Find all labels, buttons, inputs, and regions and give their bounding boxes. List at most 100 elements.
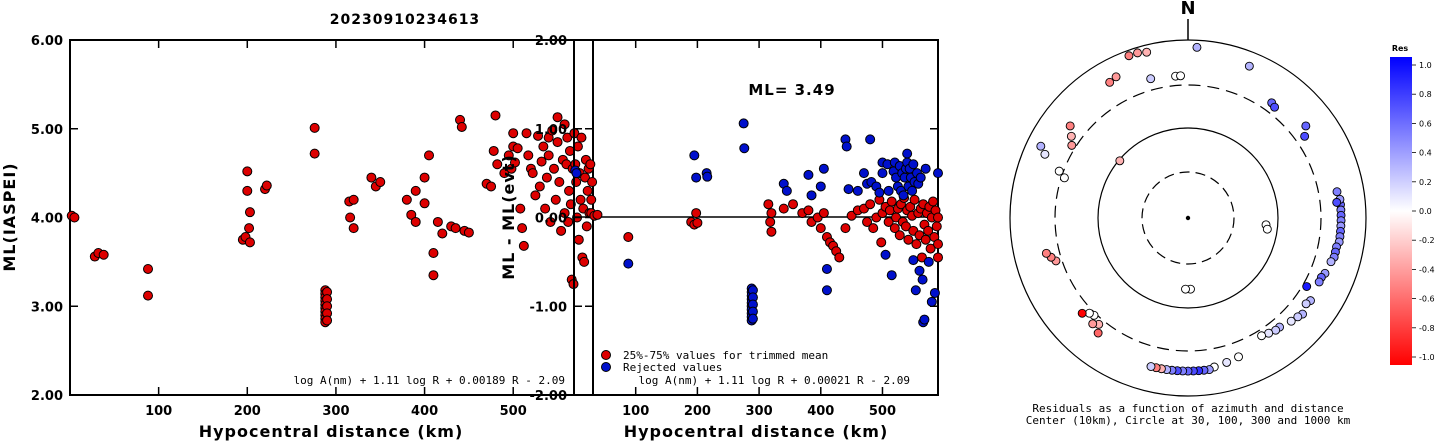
station-point bbox=[563, 216, 574, 227]
station-point bbox=[911, 239, 922, 250]
station-point bbox=[803, 205, 814, 216]
station-point bbox=[410, 216, 421, 227]
polar-station-point bbox=[1314, 277, 1324, 287]
station-point bbox=[463, 227, 474, 238]
polar-station-point bbox=[1146, 74, 1156, 84]
station-point bbox=[530, 190, 541, 201]
middle-y-axis-label: ML - ML(evt) bbox=[499, 154, 518, 280]
station-point bbox=[592, 209, 603, 220]
rejected-point bbox=[689, 150, 700, 161]
station-point bbox=[503, 150, 514, 161]
rejected-point bbox=[910, 285, 921, 296]
station-point bbox=[562, 132, 573, 143]
circle-30km bbox=[1141, 171, 1235, 265]
colorbar-label: -0.6 bbox=[1419, 295, 1435, 304]
rejected-point bbox=[747, 313, 758, 324]
station-point bbox=[886, 196, 897, 207]
station-point bbox=[244, 237, 255, 248]
rejected-point bbox=[691, 172, 702, 183]
station-point bbox=[815, 223, 826, 234]
station-point bbox=[876, 237, 887, 248]
station-point bbox=[818, 208, 829, 219]
colorbar-label: 0.2 bbox=[1419, 178, 1432, 187]
rejected-point bbox=[841, 141, 852, 152]
colorbar-title: Res bbox=[1392, 44, 1409, 53]
station-point bbox=[428, 248, 439, 258]
station-point bbox=[345, 212, 356, 223]
station-point bbox=[143, 263, 154, 274]
station-point bbox=[242, 185, 253, 196]
rejected-point bbox=[908, 159, 919, 170]
station-point bbox=[375, 177, 386, 187]
polar-station-point bbox=[1077, 308, 1087, 318]
polar-caption-line2: Center (10km), Circle at 30, 100, 300 an… bbox=[1026, 414, 1351, 427]
y-tick-label: -1.00 bbox=[530, 300, 567, 315]
station-point bbox=[559, 119, 570, 130]
polar-station-point bbox=[1067, 140, 1077, 150]
station-point bbox=[536, 156, 547, 167]
rejected-point bbox=[915, 172, 926, 183]
rejected-point bbox=[886, 270, 897, 281]
rejected-point bbox=[858, 168, 869, 179]
station-point bbox=[865, 199, 876, 210]
rejected-point bbox=[908, 255, 919, 266]
station-point bbox=[586, 194, 597, 205]
rejected-point bbox=[623, 258, 634, 269]
rejected-point bbox=[818, 163, 829, 174]
station-point bbox=[840, 223, 851, 234]
station-point bbox=[348, 194, 359, 205]
station-point bbox=[261, 180, 272, 191]
station-point bbox=[533, 130, 544, 141]
polar-station-point bbox=[1065, 121, 1075, 131]
station-point bbox=[581, 221, 592, 232]
station-point bbox=[242, 166, 253, 177]
station-point bbox=[903, 234, 914, 245]
station-point bbox=[98, 249, 109, 260]
station-point bbox=[523, 150, 534, 161]
station-point bbox=[925, 243, 936, 254]
y-tick-label: 5.00 bbox=[31, 123, 63, 138]
polar-station-point bbox=[1332, 197, 1342, 207]
polar-station-point bbox=[1041, 248, 1051, 258]
y-tick-label: 0.00 bbox=[535, 212, 567, 227]
station-point bbox=[559, 208, 570, 219]
polar-station-point bbox=[1146, 362, 1156, 371]
station-point bbox=[575, 194, 586, 205]
north-label: N bbox=[1180, 0, 1195, 19]
polar-station-point bbox=[1133, 48, 1142, 58]
rejected-point bbox=[883, 185, 894, 196]
station-point bbox=[406, 209, 417, 220]
rejected-point bbox=[877, 168, 888, 179]
station-point bbox=[933, 239, 943, 250]
colorbar-label: 0.8 bbox=[1419, 90, 1432, 99]
colorbar-label: 1.0 bbox=[1419, 61, 1432, 70]
rejected-point bbox=[902, 148, 913, 159]
polar-station-point bbox=[1326, 257, 1336, 267]
station-point bbox=[366, 172, 377, 183]
polar-station-point bbox=[1302, 282, 1312, 291]
polar-station-point bbox=[1257, 331, 1267, 341]
polar-station-point bbox=[1301, 121, 1311, 131]
y-tick-label: 6.00 bbox=[31, 34, 63, 49]
x-tick-label: 100 bbox=[622, 404, 649, 419]
legend-used-marker bbox=[601, 350, 611, 360]
rejected-point bbox=[571, 168, 582, 179]
station-point bbox=[428, 270, 439, 281]
station-point bbox=[410, 185, 421, 196]
station-point bbox=[538, 141, 549, 152]
station-point bbox=[862, 216, 873, 227]
polar-station-point bbox=[1088, 319, 1098, 329]
circle-300km bbox=[1054, 84, 1322, 352]
station-point bbox=[576, 132, 587, 143]
station-point bbox=[765, 216, 776, 227]
station-point bbox=[582, 185, 593, 196]
rejected-point bbox=[739, 143, 750, 154]
polar-station-point bbox=[1054, 166, 1064, 176]
station-point bbox=[450, 223, 461, 234]
y-tick-label: -2.00 bbox=[530, 389, 567, 404]
ml-vs-distance-panel: 100 200 300 400 500 2.00 3.00 4.00 5.00 6.00 Hypo… bbox=[0, 34, 598, 441]
y-tick-label: 4.00 bbox=[31, 212, 63, 227]
station-point bbox=[509, 157, 520, 168]
y-tick-label: 2.00 bbox=[535, 34, 567, 49]
station-point bbox=[778, 203, 789, 214]
